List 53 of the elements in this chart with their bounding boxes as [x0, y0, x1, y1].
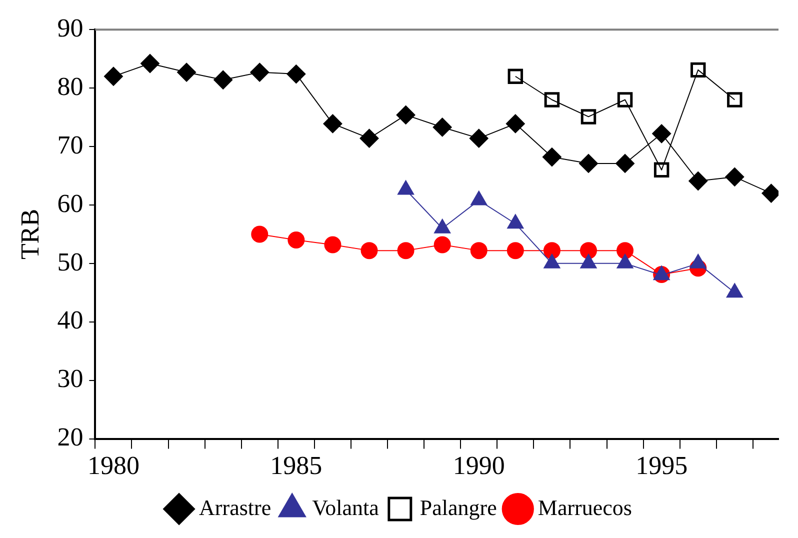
y-axis-title: TRB [15, 208, 44, 260]
point [469, 128, 488, 148]
point [286, 64, 306, 84]
point [688, 172, 708, 191]
legend-label: Volanta [312, 494, 380, 520]
point [324, 236, 342, 254]
point [506, 242, 524, 260]
point [140, 54, 160, 74]
y-tick-label: 60 [57, 188, 84, 218]
point [727, 92, 742, 108]
legend-label: Arrastre [199, 494, 272, 520]
point [288, 232, 305, 249]
point [251, 226, 268, 243]
y-tick-label: 40 [57, 306, 84, 335]
point [580, 242, 597, 260]
point [652, 124, 672, 144]
x-tick-label: 1985 [270, 451, 322, 480]
y-tick-label: 20 [57, 422, 84, 452]
point [543, 242, 560, 260]
point [690, 62, 706, 78]
x-tick-label: 1980 [87, 451, 140, 480]
legend-label: Marruecos [538, 494, 632, 520]
point [323, 114, 342, 134]
point [578, 154, 598, 173]
point [360, 128, 379, 148]
point [654, 162, 670, 178]
y-tick-label: 80 [57, 72, 84, 101]
point [617, 92, 633, 108]
point [397, 242, 414, 260]
point [542, 148, 562, 167]
point [396, 105, 416, 124]
x-tick-label: 1990 [452, 451, 505, 480]
point [616, 154, 635, 173]
point [506, 114, 525, 134]
y-tick-label: 50 [57, 247, 84, 276]
legend-label: Palangre [420, 494, 497, 520]
point [250, 62, 270, 82]
y-tick-label: 30 [57, 364, 84, 394]
point [616, 242, 634, 260]
point [434, 236, 451, 254]
x-tick-label: 1995 [636, 451, 688, 480]
point [544, 92, 560, 108]
point [725, 167, 744, 186]
point [177, 62, 196, 82]
point [508, 68, 524, 84]
y-tick-label: 90 [57, 13, 84, 42]
point [214, 70, 233, 90]
point [580, 109, 596, 124]
point [360, 242, 378, 260]
point [432, 118, 452, 137]
point [470, 242, 488, 260]
y-tick-label: 70 [57, 130, 84, 160]
point [104, 66, 123, 86]
